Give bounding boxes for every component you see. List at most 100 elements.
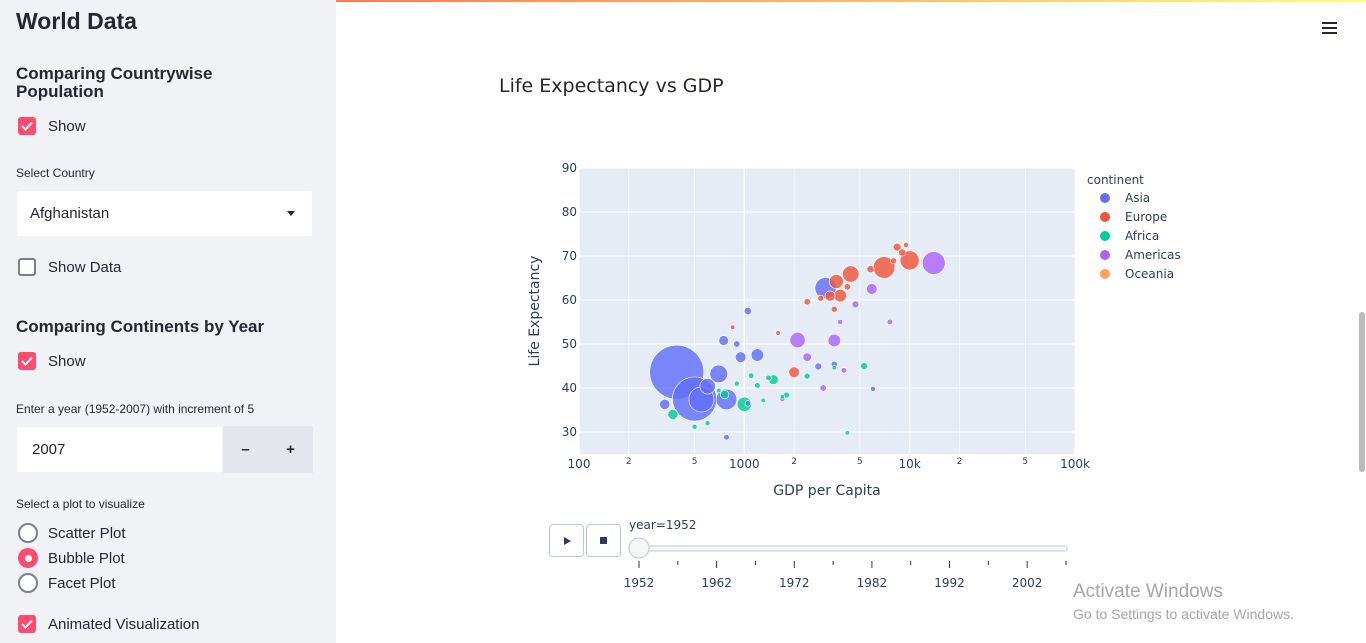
x-tick-label: 100 bbox=[568, 457, 591, 471]
bubble-africa[interactable] bbox=[733, 380, 740, 387]
play-icon bbox=[563, 536, 571, 545]
bubble-americas[interactable] bbox=[922, 251, 946, 275]
bubble-africa[interactable] bbox=[716, 388, 722, 394]
stop-button[interactable] bbox=[586, 524, 621, 557]
bubble-europe[interactable] bbox=[730, 324, 736, 330]
x-minor-tick-label: 5 bbox=[692, 457, 698, 467]
slider-tick-label: 1962 bbox=[701, 576, 732, 590]
bubble-asia[interactable] bbox=[659, 398, 671, 410]
bubble-asia[interactable] bbox=[733, 340, 741, 348]
bubble-europe[interactable] bbox=[817, 294, 825, 302]
bubble-americas[interactable] bbox=[840, 367, 847, 374]
bubble-africa[interactable] bbox=[754, 382, 761, 389]
bubble-africa[interactable] bbox=[831, 365, 837, 371]
bubble-europe[interactable] bbox=[842, 265, 860, 283]
y-tick-label: 70 bbox=[562, 249, 577, 263]
legend-item-africa[interactable]: Africa bbox=[1100, 229, 1159, 243]
legend-marker bbox=[1100, 269, 1110, 279]
bubble-asia[interactable] bbox=[870, 386, 876, 392]
legend[interactable]: continent Asia Europe Africa Americas Oceani… bbox=[1087, 173, 1181, 281]
sidebar-title: World Data bbox=[16, 8, 137, 34]
bubble-africa[interactable] bbox=[691, 423, 698, 430]
legend-item-americas[interactable]: Americas bbox=[1100, 248, 1181, 262]
bubble-europe[interactable] bbox=[803, 298, 811, 306]
bubble-europe[interactable] bbox=[899, 250, 920, 271]
bubble-americas[interactable] bbox=[851, 300, 860, 309]
legend-item-europe[interactable]: Europe bbox=[1100, 210, 1167, 224]
bubble-americas[interactable] bbox=[837, 319, 844, 325]
bubble-asia[interactable] bbox=[750, 348, 764, 362]
bubble-europe[interactable] bbox=[866, 265, 875, 274]
hamburger-menu-icon[interactable] bbox=[1322, 22, 1337, 35]
y-tick-label: 80 bbox=[562, 205, 577, 219]
bubble-asia[interactable] bbox=[734, 351, 747, 363]
radio-unselected-icon bbox=[18, 523, 38, 543]
bubble-europe[interactable] bbox=[892, 242, 902, 252]
bubble-asia[interactable] bbox=[709, 364, 728, 384]
slider-tick-label: 1952 bbox=[624, 576, 655, 590]
bubble-asia[interactable] bbox=[744, 400, 751, 407]
radio-facet-plot[interactable]: Facet Plot bbox=[18, 573, 116, 593]
radio-label: Scatter Plot bbox=[48, 524, 126, 542]
radio-scatter-plot[interactable]: Scatter Plot bbox=[18, 523, 126, 543]
decrement-button[interactable]: – bbox=[223, 426, 268, 473]
show-continents-label: Show bbox=[48, 352, 86, 370]
bubble-africa[interactable] bbox=[748, 372, 755, 379]
animated-visualization-checkbox[interactable]: Animated Visualization bbox=[18, 614, 199, 634]
increment-button[interactable]: + bbox=[268, 426, 313, 473]
bubble-europe[interactable] bbox=[898, 248, 907, 257]
slider-tick-label: 1982 bbox=[857, 576, 888, 590]
show-data-label: Show Data bbox=[48, 258, 122, 276]
bubble-americas[interactable] bbox=[789, 332, 806, 349]
slider-rail[interactable] bbox=[628, 545, 1068, 552]
radio-bubble-plot[interactable]: Bubble Plot bbox=[18, 548, 125, 568]
bubble-europe[interactable] bbox=[843, 283, 851, 291]
bubble-europe[interactable] bbox=[903, 242, 909, 248]
bubble-africa[interactable] bbox=[720, 390, 730, 400]
bubble-asia[interactable] bbox=[718, 335, 729, 346]
bubble-asia[interactable] bbox=[814, 362, 822, 371]
bubble-europe[interactable] bbox=[828, 274, 844, 289]
bubble-europe[interactable] bbox=[890, 257, 897, 265]
bubble-asia[interactable] bbox=[743, 307, 752, 315]
legend-item-asia[interactable]: Asia bbox=[1100, 191, 1150, 205]
bubble-africa[interactable] bbox=[803, 372, 811, 380]
bubble-americas[interactable] bbox=[827, 333, 841, 348]
vertical-scrollbar-thumb[interactable] bbox=[1359, 312, 1365, 472]
bubble-asia[interactable] bbox=[723, 434, 730, 441]
bubble-africa[interactable] bbox=[760, 397, 766, 403]
bubble-americas[interactable] bbox=[819, 384, 827, 392]
show-data-checkbox[interactable]: Show Data bbox=[18, 257, 121, 277]
bubble-africa[interactable] bbox=[765, 374, 772, 381]
page-title: Life Expectancy vs GDP bbox=[499, 75, 724, 97]
show-population-checkbox[interactable]: Show bbox=[18, 116, 86, 136]
legend-title: continent bbox=[1087, 173, 1144, 187]
y-tick-label: 90 bbox=[562, 161, 577, 175]
checkbox-checked-icon bbox=[18, 352, 36, 370]
bubble-americas[interactable] bbox=[802, 352, 812, 362]
x-axis-title: GDP per Capita bbox=[773, 483, 880, 499]
bubble-africa[interactable] bbox=[704, 420, 711, 427]
bubble-africa[interactable] bbox=[779, 394, 786, 400]
slider-handle[interactable] bbox=[628, 537, 650, 559]
bubble-americas[interactable] bbox=[866, 283, 878, 295]
bubble-europe[interactable] bbox=[788, 366, 800, 378]
bubble-africa[interactable] bbox=[860, 362, 868, 370]
bubble-europe[interactable] bbox=[833, 289, 847, 303]
country-select[interactable]: Afghanistan bbox=[17, 191, 312, 236]
top-decoration-bar bbox=[0, 0, 1366, 2]
bubble-americas[interactable] bbox=[886, 318, 894, 326]
year-number-input[interactable]: 2007 bbox=[17, 427, 222, 472]
bubble-europe[interactable] bbox=[824, 290, 836, 302]
plot-area bbox=[579, 168, 1075, 454]
bubble-europe[interactable] bbox=[775, 330, 781, 336]
x-minor-tick-label: 2 bbox=[626, 457, 632, 467]
show-continents-checkbox[interactable]: Show bbox=[18, 351, 86, 371]
bubble-asia[interactable] bbox=[699, 378, 716, 395]
bubble-europe[interactable] bbox=[830, 305, 838, 313]
play-button[interactable] bbox=[549, 524, 584, 557]
slider-tick-label: 1972 bbox=[779, 576, 810, 590]
bubble-africa[interactable] bbox=[667, 408, 679, 420]
legend-item-oceania[interactable]: Oceania bbox=[1100, 267, 1174, 281]
bubble-africa[interactable] bbox=[844, 430, 850, 436]
